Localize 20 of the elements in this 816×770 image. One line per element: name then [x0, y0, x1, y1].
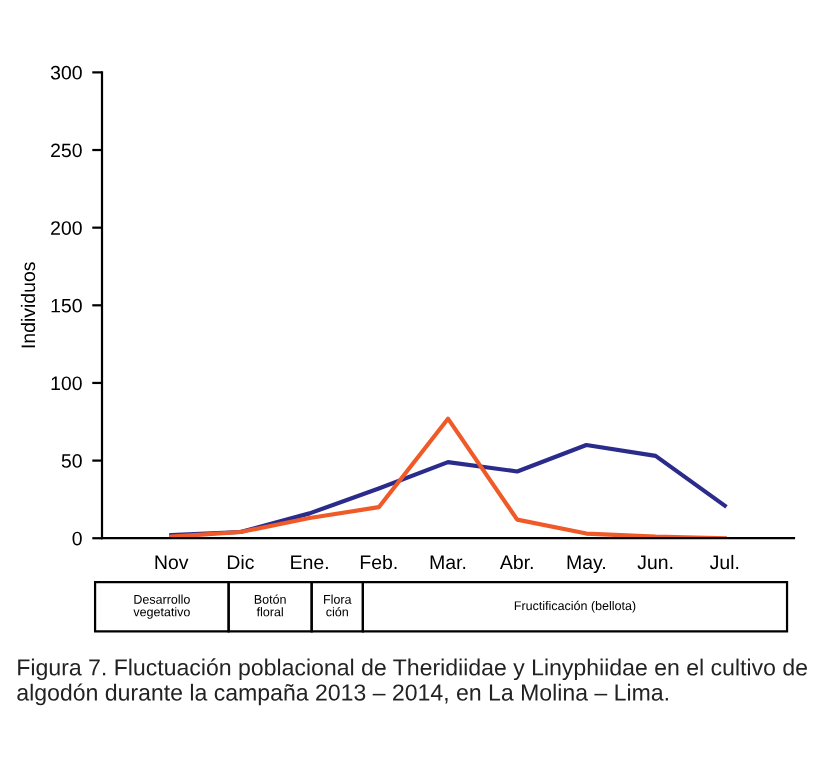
y-tick-label: 250 — [51, 143, 82, 158]
text: Figura 7. Fluctuación poblacional de Theridiidae y Linyphiidae en el cultivo de algodón durante la campaña 2013 – 2014, en La Molina – Lima. — [17, 658, 807, 706]
line-series — [169, 442, 727, 538]
x-tick-label: Ene. — [291, 555, 328, 570]
y-tick-label: 200 — [51, 221, 82, 235]
x-tick-label: Feb. — [360, 554, 397, 570]
y-tick-label: 100 — [51, 376, 82, 391]
x-tick-label: Mar. — [430, 555, 466, 570]
y-axis-title: Individuos — [20, 262, 36, 348]
y-tick-label: 0 — [72, 531, 82, 546]
x-tick-label: Dic — [227, 554, 254, 570]
line-series — [169, 416, 727, 539]
x-tick-label: May. — [567, 555, 605, 574]
x-tick-label: Jun. — [637, 555, 673, 570]
y-tick-label: 300 — [50, 65, 82, 80]
x-tick-label: Jul. — [709, 554, 739, 570]
y-tick-label: 150 — [51, 298, 82, 313]
y-tick-label: 50 — [61, 454, 82, 468]
x-tick-label: Nov — [155, 555, 189, 570]
x-tick-label: Abr. — [499, 554, 533, 570]
